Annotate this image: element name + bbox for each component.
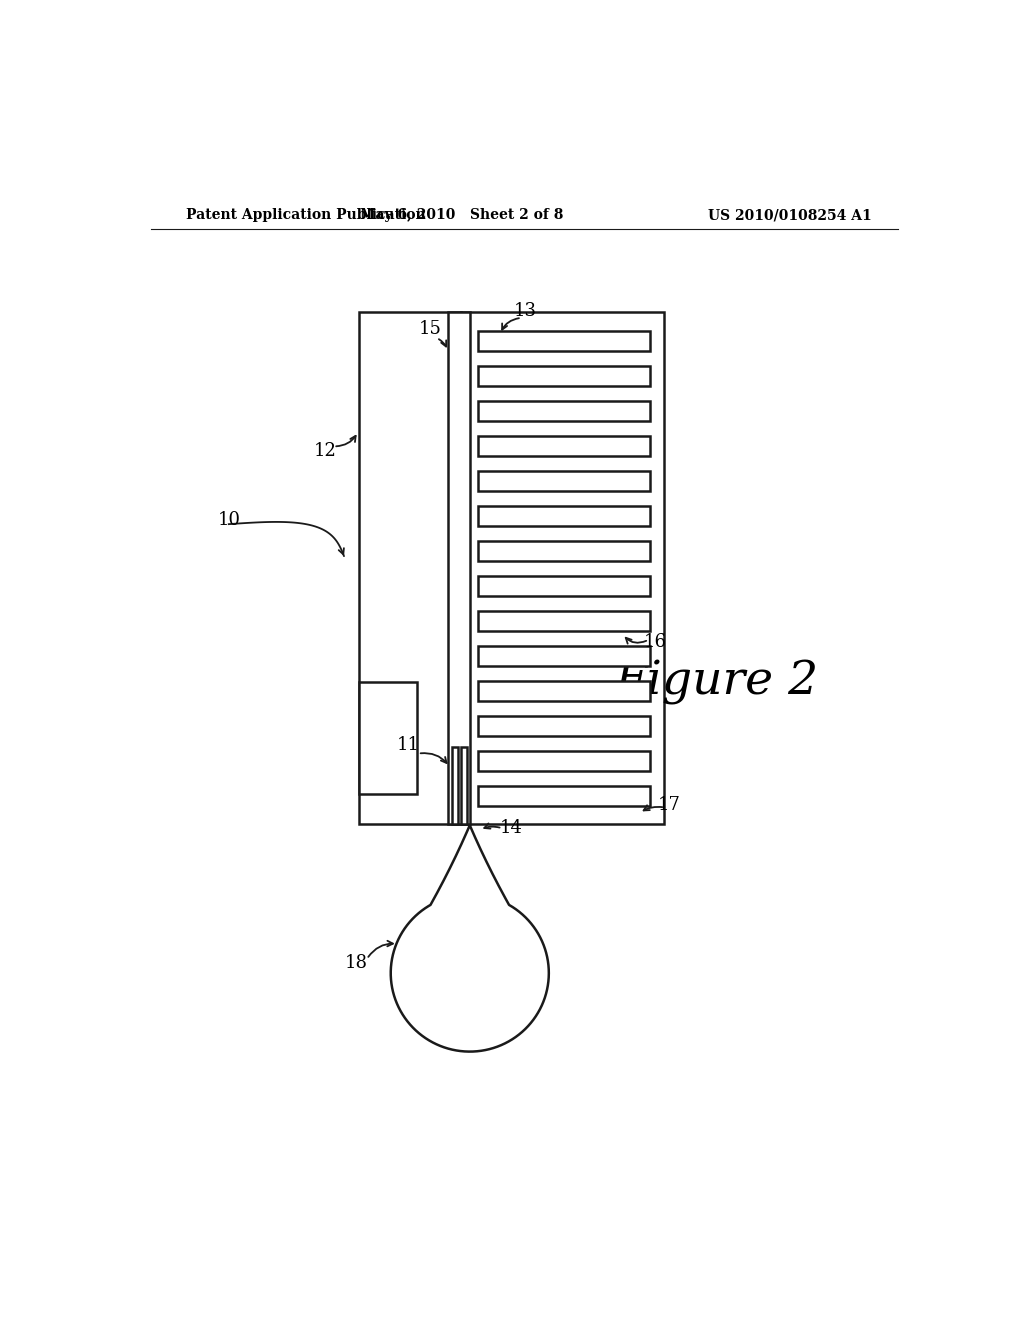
Bar — [478, 681, 650, 701]
Bar — [478, 715, 650, 737]
Bar — [478, 576, 650, 597]
Bar — [478, 436, 650, 455]
Bar — [359, 682, 417, 793]
Text: 10: 10 — [217, 511, 241, 529]
Text: 12: 12 — [314, 442, 337, 459]
Text: 15: 15 — [419, 321, 441, 338]
Text: 14: 14 — [500, 820, 523, 837]
Bar — [478, 611, 650, 631]
Text: Figure 2: Figure 2 — [614, 660, 819, 705]
Text: May 6, 2010   Sheet 2 of 8: May 6, 2010 Sheet 2 of 8 — [359, 209, 563, 223]
Bar — [461, 747, 467, 825]
Text: 16: 16 — [643, 634, 667, 651]
Text: US 2010/0108254 A1: US 2010/0108254 A1 — [709, 209, 872, 223]
Text: 18: 18 — [345, 954, 368, 972]
Text: Patent Application Publication: Patent Application Publication — [186, 209, 426, 223]
Bar — [478, 366, 650, 385]
Bar — [478, 785, 650, 807]
Bar — [478, 751, 650, 771]
Text: 11: 11 — [397, 737, 420, 754]
Text: 17: 17 — [657, 796, 680, 814]
Bar — [452, 747, 458, 825]
Bar — [478, 506, 650, 527]
Bar — [359, 313, 461, 825]
Text: 13: 13 — [513, 302, 537, 319]
Bar — [478, 541, 650, 561]
Bar — [449, 313, 470, 825]
Bar — [461, 313, 665, 825]
Bar — [478, 330, 650, 351]
Bar — [478, 645, 650, 667]
Bar — [478, 400, 650, 421]
Bar — [478, 471, 650, 491]
